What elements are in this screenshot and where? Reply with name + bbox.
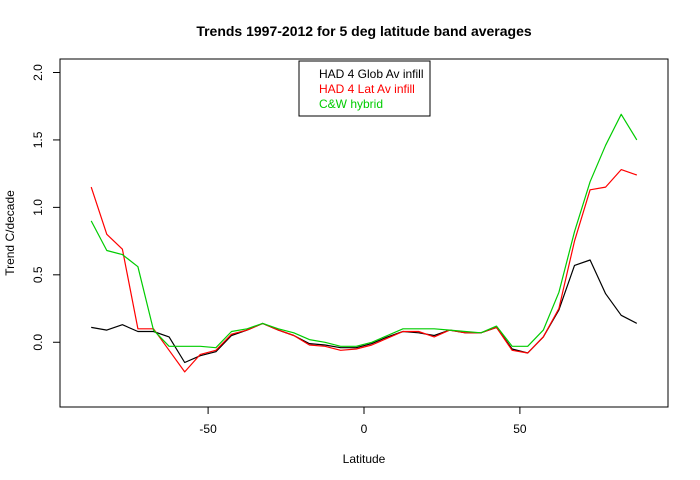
x-tick-label: -50 [199,422,217,436]
chart-title: Trends 1997-2012 for 5 deg latitude band… [196,23,532,39]
legend-box [298,60,431,117]
legend-entry-glob-av: HAD 4 Glob Av infill [319,67,424,81]
y-tick-label: 0.5 [31,266,45,283]
y-tick-label: 0.0 [31,334,45,351]
x-axis-label: Latitude [343,452,386,466]
y-tick-label: 2.0 [31,64,45,81]
legend-entry-cw-hybrid: C&W hybrid [319,97,383,111]
legend-entry-lat-av: HAD 4 Lat Av infill [319,82,415,96]
y-tick-label: 1.0 [31,199,45,216]
x-axis: -50 0 50 [199,407,527,436]
series-line-lat-av-infill [90,169,637,373]
y-tick-label: 1.5 [31,131,45,148]
series-line-cw-hybrid [90,113,638,349]
legend: HAD 4 Glob Av infill HAD 4 Lat Av infill… [298,60,431,117]
x-tick-label: 0 [361,422,368,436]
y-axis: 0.0 0.5 1.0 1.5 2.0 [31,64,60,351]
y-axis-label: Trend C/decade [3,190,17,276]
series-lines [90,113,638,373]
x-tick-label: 50 [513,422,527,436]
